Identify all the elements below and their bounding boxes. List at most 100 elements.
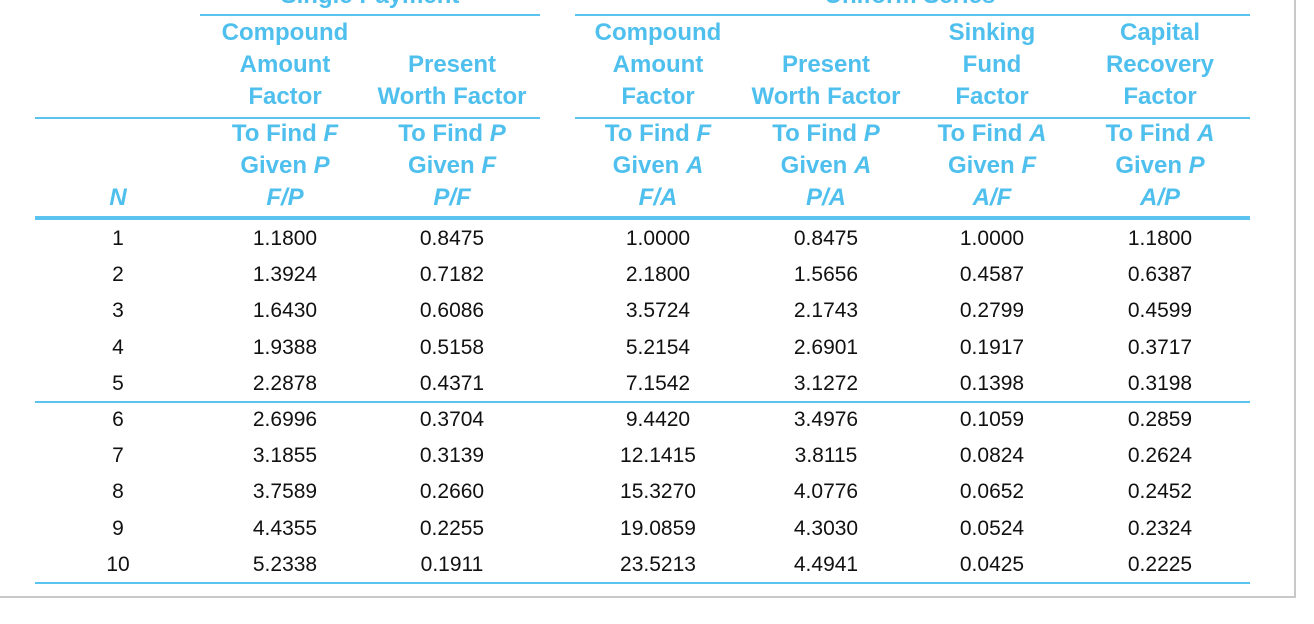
- column-name: Present: [407, 51, 497, 78]
- cell: 2.6901: [793, 335, 859, 359]
- rule: [35, 216, 1250, 220]
- column-name: Sinking: [948, 19, 1036, 46]
- cell: 15.3270: [620, 480, 696, 504]
- label: Given: [407, 152, 482, 179]
- factor-symbol: P/A: [805, 184, 847, 211]
- cell: 3.4976: [793, 408, 859, 431]
- column-name: Factor: [248, 83, 322, 110]
- cell: 0.3198: [1127, 371, 1193, 395]
- given-label: Given F: [408, 152, 496, 180]
- find-label: To Find P: [398, 120, 506, 148]
- column-name: Amount: [239, 51, 331, 78]
- variable: F: [323, 120, 339, 147]
- variable: A: [1029, 120, 1047, 147]
- variable: F: [1021, 152, 1037, 179]
- cell: 0.0824: [959, 444, 1025, 468]
- cell: 3.8115: [794, 444, 858, 468]
- label: Given: [947, 152, 1022, 179]
- given-label: Given F: [948, 152, 1036, 180]
- find-label: To Find F: [605, 120, 711, 148]
- column-name: Factor: [621, 83, 695, 110]
- cell: 1.1800: [252, 227, 318, 250]
- cell: 0.4599: [1127, 299, 1193, 323]
- cell: 3.1855: [252, 444, 318, 468]
- cell: 4.4355: [252, 516, 318, 540]
- column-name: Amount: [612, 51, 704, 78]
- cell: 0.1059: [959, 408, 1025, 431]
- column-name: Compound: [221, 19, 349, 46]
- row-n: 1: [112, 227, 124, 250]
- column-name: Fund: [962, 51, 1022, 78]
- rule: [35, 582, 1250, 584]
- group-title: Uniform Series: [825, 0, 996, 10]
- factor-symbol: P/F: [433, 184, 471, 211]
- cell: 0.2859: [1127, 408, 1193, 431]
- cell: 1.5656: [793, 263, 859, 287]
- row-n: 9: [112, 516, 124, 540]
- cell: 2.1743: [793, 299, 859, 323]
- cell: 1.0000: [959, 227, 1025, 250]
- factor-symbol: A/F: [972, 184, 1012, 211]
- cell: 0.2225: [1127, 552, 1193, 576]
- cell: 0.8475: [419, 227, 485, 250]
- cell: 12.1415: [620, 444, 696, 468]
- cell: 0.0524: [959, 516, 1025, 540]
- variable: F: [696, 120, 712, 147]
- cell: 0.3139: [419, 444, 485, 468]
- find-label: To Find P: [772, 120, 880, 148]
- cell: 23.5213: [620, 552, 696, 576]
- variable: P: [489, 120, 506, 147]
- cell: 0.6086: [419, 299, 485, 323]
- n-header: N: [109, 184, 127, 211]
- cell: 7.1542: [625, 371, 691, 395]
- column-name: Compound: [594, 19, 722, 46]
- rule: [200, 14, 540, 16]
- label: Given: [1115, 152, 1189, 179]
- row-n: 2: [112, 263, 124, 287]
- variable: P: [1188, 152, 1205, 179]
- cell: 0.2799: [959, 299, 1025, 323]
- cell: 0.2624: [1127, 444, 1193, 468]
- cell: 0.0425: [959, 552, 1025, 576]
- label: To Find: [398, 120, 490, 147]
- variable: A: [854, 152, 872, 179]
- cell: 3.1272: [793, 371, 859, 395]
- cell: 0.3704: [419, 408, 485, 431]
- cell: 0.7182: [419, 263, 485, 287]
- cell: 9.4420: [625, 408, 691, 431]
- rule: [35, 117, 540, 119]
- cell: 0.2660: [419, 480, 485, 504]
- cell: 2.1800: [625, 263, 691, 287]
- cell: 0.2452: [1127, 480, 1193, 504]
- cell: 0.0652: [959, 480, 1025, 504]
- factor-symbol: F/P: [266, 184, 304, 211]
- factor-symbol: F/A: [638, 184, 678, 211]
- row-n: 8: [112, 480, 124, 504]
- cell: 0.6387: [1127, 263, 1193, 287]
- variable: P: [313, 152, 330, 179]
- row-n: 7: [112, 444, 124, 468]
- rule: [35, 401, 1250, 403]
- given-label: Given A: [613, 152, 704, 180]
- column-name: Worth Factor: [751, 83, 901, 110]
- cell: 4.3030: [793, 516, 859, 540]
- cell: 1.9388: [252, 335, 318, 359]
- label: To Find: [231, 120, 324, 147]
- cell: 3.5724: [625, 299, 691, 323]
- row-n: 4: [112, 335, 124, 359]
- cell: 0.1911: [420, 552, 484, 576]
- label: Given: [780, 152, 855, 179]
- label: Given: [612, 152, 687, 179]
- variable: P: [863, 120, 880, 147]
- rule: [575, 117, 1250, 119]
- cell: 4.0776: [793, 480, 859, 504]
- cell: 1.0000: [625, 227, 691, 250]
- find-label: To Find F: [232, 120, 338, 148]
- row-n: 3: [112, 299, 124, 323]
- frame-bottom: [0, 596, 1296, 598]
- cell: 0.3717: [1127, 335, 1193, 359]
- variable: A: [1197, 120, 1215, 147]
- label: To Find: [1105, 120, 1198, 147]
- find-label: To Find A: [1106, 120, 1215, 148]
- cell: 0.5158: [419, 335, 485, 359]
